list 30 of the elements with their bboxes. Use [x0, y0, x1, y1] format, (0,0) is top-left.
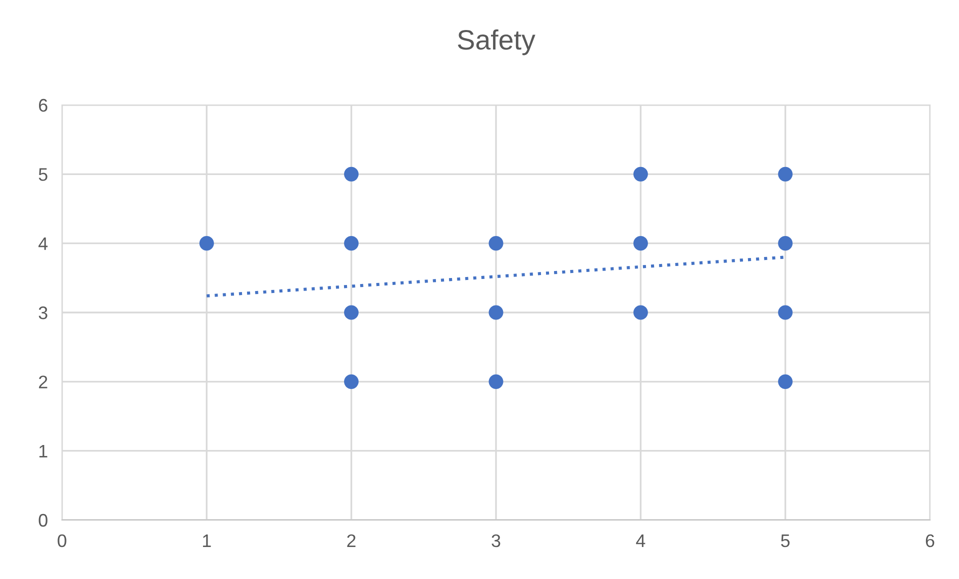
point	[488, 374, 504, 389]
x-tick-label: 4	[636, 534, 646, 547]
y-tick-label: 2	[38, 376, 48, 388]
x-tick-label: 5	[781, 534, 790, 548]
point	[778, 236, 793, 251]
point	[344, 374, 359, 389]
point	[344, 305, 359, 320]
point	[778, 374, 793, 389]
point	[199, 236, 214, 251]
point	[344, 236, 359, 251]
x-tick-label: 3	[492, 534, 500, 548]
point	[633, 166, 648, 182]
y-tick-label: 6	[38, 98, 48, 112]
x-tick-label: 1	[203, 534, 211, 547]
point	[488, 236, 504, 251]
point	[778, 166, 793, 182]
y-tick-label: 4	[38, 237, 48, 250]
y-tick-label: 0	[38, 514, 48, 527]
x-tick-label: 6	[926, 534, 934, 548]
point	[633, 305, 648, 320]
point	[778, 305, 793, 320]
y-tick-label: 3	[38, 306, 48, 320]
x-tick-label: 2	[347, 534, 356, 547]
chart-title: Safety	[458, 29, 536, 56]
y-tick-label: 1	[39, 444, 48, 458]
point	[633, 236, 648, 251]
point	[488, 305, 504, 320]
point	[344, 166, 359, 182]
y-tick-label: 5	[38, 168, 48, 181]
x-tick-label: 0	[58, 534, 66, 548]
